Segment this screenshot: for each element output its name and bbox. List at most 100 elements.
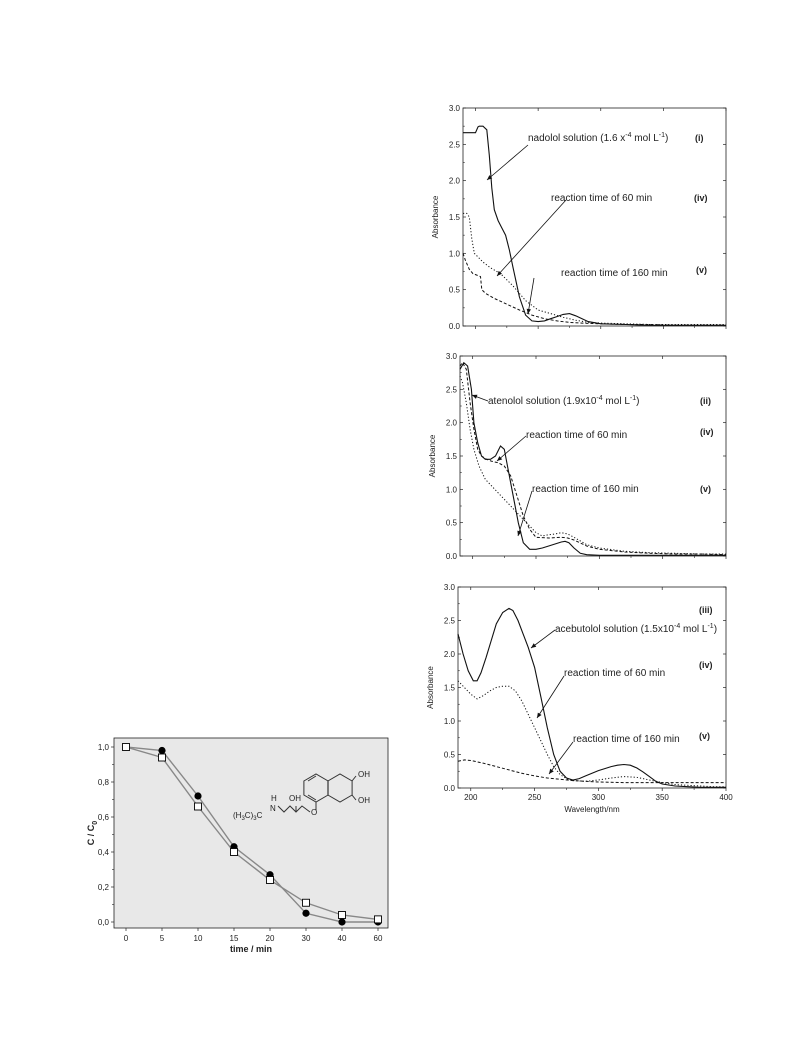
arrow-head [549, 768, 554, 774]
x-tick-label: 350 [656, 793, 670, 802]
annotation-tag: (v) [700, 484, 711, 494]
annotation-arrow [496, 199, 567, 277]
y-tick-label: 2.0 [446, 419, 458, 428]
data-point-square [266, 876, 274, 884]
x-tick-label: 5 [160, 934, 165, 943]
annotation-text-tail: mol L [603, 396, 631, 407]
data-point-square [302, 898, 310, 907]
absorbance-panel-atenolol: 0.0 0.5 1.0 1.5 2.0 2.5 3.0 Absorbance atenolol … [428, 352, 727, 561]
absorbance-panel-nadolol: 0.0 0.5 1.0 1.5 2.0 2.5 3.0 Absorbance nadolol s… [431, 104, 727, 331]
molecule-label-oh: OH [289, 794, 301, 803]
y-tick-label: 2.0 [444, 650, 456, 659]
x-tick-label: 250 [528, 793, 542, 802]
y-tick-label: 0,6 [98, 813, 110, 822]
annotation-text: reaction time of 60 min [526, 430, 627, 441]
data-point-circle [194, 792, 202, 800]
y-tick-label: 0,2 [98, 883, 110, 892]
arrow-head [526, 308, 531, 314]
annotation-tag: (v) [696, 265, 707, 275]
annotation-label: reaction time of 60 min [564, 668, 665, 679]
annotation-tag: (iv) [694, 193, 708, 203]
annotation-label: reaction time of 160 min [573, 734, 680, 745]
annotation-sup: -4 [596, 395, 602, 402]
data-point-square [122, 743, 130, 751]
bond [351, 794, 357, 801]
annotation-arrow [496, 435, 527, 462]
y-tick-label: 0.5 [446, 519, 458, 528]
side-chain [277, 805, 311, 813]
y-tick-label: 0.5 [444, 751, 456, 760]
molecule-label-tbu: (H3C)3C [233, 811, 263, 822]
bond [351, 775, 357, 782]
y-axis-label: Absorbance [426, 666, 435, 709]
y-axis-label: Absorbance [428, 434, 437, 477]
annotation-text: atenolol solution (1.9x10 [488, 396, 597, 407]
annotation-arrow [517, 490, 533, 537]
y-tick-label: 1.5 [449, 213, 461, 222]
annotation-text: reaction time of 60 min [564, 668, 665, 679]
molecule-label-n: N [270, 804, 276, 813]
data-point-circle [158, 746, 166, 755]
annotation-sup: -1 [659, 132, 665, 139]
y-axis-label-text: C / C [86, 824, 96, 845]
plot-frame [457, 586, 727, 789]
y-tick-label: 3.0 [449, 104, 461, 113]
x-tick-label: 10 [194, 934, 203, 943]
x-tick-label: 300 [592, 793, 606, 802]
mol-sub: 3 [241, 816, 245, 822]
y-tick-label: 3.0 [446, 352, 458, 361]
annotation-tag: (iii) [699, 605, 713, 615]
annotation-sup: -1 [707, 623, 713, 630]
annotation-arrow [536, 675, 565, 719]
annotation-arrow [486, 144, 529, 181]
data-point-square [194, 802, 202, 811]
data-point-circle [302, 909, 310, 917]
annotation-text: acebutolol solution (1.5x10 [555, 624, 674, 635]
x-tick-label: 60 [374, 934, 383, 943]
absorbance-panel-acebutolol: 0.0 0.5 1.0 1.5 2.0 2.5 3.0 200 250 300 350 400 Wave… [426, 583, 733, 814]
x-tick-label: 400 [719, 793, 733, 802]
y-tick-label: 0.0 [446, 552, 458, 561]
annotation-text-close: ) [636, 396, 639, 407]
arrow-head [472, 394, 478, 399]
y-tick-label: 2.5 [446, 385, 458, 394]
molecule-structure [277, 773, 357, 813]
data-point-circle [338, 918, 346, 926]
spectrum-line-solid [457, 607, 726, 788]
x-axis-label: Wavelength/nm [564, 805, 620, 814]
data-point-square [158, 753, 166, 762]
kinetics-plot-frame [113, 737, 389, 929]
annotation-tag: (iv) [700, 427, 714, 437]
y-tick-label: 2.5 [449, 140, 461, 149]
y-tick-label: 1.0 [449, 249, 461, 258]
plot-frame [459, 355, 727, 557]
mol-text: C) [245, 811, 254, 820]
y-tick-label: 3.0 [444, 583, 456, 592]
y-axis-label: Absorbance [431, 195, 440, 238]
annotation-sup: -4 [674, 623, 680, 630]
arrow-head [517, 530, 522, 536]
annotation-label: reaction time of 60 min [526, 430, 627, 441]
x-tick-label: 200 [464, 793, 478, 802]
y-tick-label: 1.0 [446, 485, 458, 494]
y-tick-label: 0,0 [98, 918, 110, 927]
arrow-head [537, 712, 542, 718]
annotation-tag: (i) [695, 133, 704, 143]
annotation-text-close: ) [665, 133, 668, 144]
annotation-arrow [548, 741, 574, 775]
annotation-arrow [527, 277, 535, 315]
y-tick-label: 0.0 [449, 322, 461, 331]
aromatic-bond [307, 775, 317, 782]
arrow-head [487, 175, 493, 180]
annotation-label: acebutolol solution (1.5x10-4 mol L-1) [555, 623, 717, 635]
mol-text: C [257, 811, 263, 820]
x-tick-label: 30 [302, 934, 311, 943]
y-tick-label: 2.0 [449, 177, 461, 186]
annotation-text: nadolol solution (1.6 x [528, 133, 625, 144]
spectrum-line-solid [459, 361, 726, 556]
y-tick-label: 0.0 [444, 784, 456, 793]
annotation-text: reaction time of 160 min [561, 268, 668, 279]
y-tick-label: 1,0 [98, 743, 110, 752]
annotation-tag: (ii) [700, 396, 711, 406]
